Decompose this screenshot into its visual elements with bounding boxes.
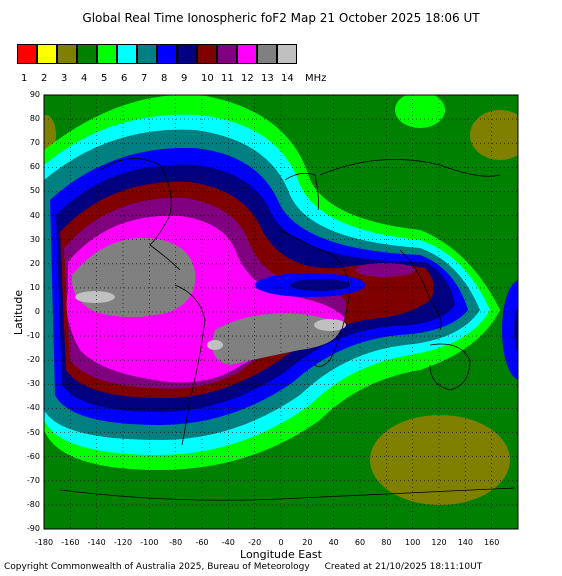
legend-label: 11	[221, 73, 234, 84]
legend-swatch	[197, 44, 217, 64]
legend-swatch	[257, 44, 277, 64]
x-tick-label: 20	[302, 538, 313, 547]
x-tick-label: 160	[484, 538, 500, 547]
x-tick-label: -120	[113, 538, 133, 547]
created-text: Created at 21/10/2025 18:11:10UT	[324, 562, 483, 572]
y-tick-label: -90	[26, 524, 40, 533]
legend-swatch	[177, 44, 197, 64]
y-tick-label: 70	[29, 138, 40, 148]
legend-label: 4	[81, 73, 88, 84]
x-tick-label: -80	[169, 538, 183, 547]
legend-label: 12	[241, 73, 254, 84]
legend-label: 1	[21, 73, 28, 84]
legend-swatch	[217, 44, 237, 64]
coastlines	[59, 158, 516, 501]
legend-swatch	[97, 44, 117, 64]
x-axis-label: Longitude East	[240, 548, 322, 561]
y-tick-label: 40	[29, 210, 40, 220]
lat-lon-grid	[44, 95, 518, 529]
legend-label: 9	[181, 73, 188, 84]
footer: Copyright Commonwealth of Australia 2025…	[4, 562, 482, 572]
x-tick-label: 0	[278, 538, 284, 547]
y-tick-label: 20	[29, 258, 40, 268]
legend-swatch	[117, 44, 137, 64]
legend-unit: MHz	[305, 73, 327, 84]
x-tick-label: 120	[431, 538, 447, 547]
x-tick-label: -20	[248, 538, 262, 547]
x-tick-label: 60	[354, 538, 366, 547]
legend-label: 2	[41, 73, 48, 84]
legend-swatch	[77, 44, 97, 64]
map-title: Global Real Time Ionospheric foF2 Map 21…	[82, 11, 480, 25]
x-tick-label: -60	[195, 538, 209, 547]
y-tick-label: 10	[29, 282, 40, 292]
y-tick-label: 60	[29, 162, 40, 172]
legend-label: 6	[121, 73, 128, 84]
foF2-contour-field	[44, 95, 518, 529]
legend-swatch	[277, 44, 297, 64]
y-tick-label: -50	[26, 427, 40, 437]
y-tick-label: 90	[29, 90, 40, 99]
x-tick-label: -180	[34, 538, 54, 547]
y-tick-label: -80	[26, 499, 40, 509]
y-tick-label: -60	[26, 451, 40, 461]
x-tick-label: 80	[381, 538, 392, 547]
legend-swatch	[17, 44, 37, 64]
y-tick-label: 50	[29, 186, 40, 196]
legend-label: 7	[141, 73, 148, 84]
x-tick-label: 140	[457, 538, 473, 547]
legend-swatch	[157, 44, 177, 64]
x-tick-label: -40	[221, 538, 235, 547]
x-tick-label: -100	[140, 538, 159, 547]
y-tick-label: -70	[26, 475, 40, 485]
x-tick-label: 40	[328, 538, 339, 547]
legend-label: 14	[281, 73, 294, 84]
plot-frame	[43, 94, 519, 530]
legend-swatch	[37, 44, 57, 64]
x-tick-label: -160	[61, 538, 80, 547]
x-tick-label: -140	[87, 538, 106, 547]
y-tick-label: -20	[26, 355, 40, 365]
y-tick-label: -40	[26, 403, 40, 413]
legend-label: 3	[61, 73, 68, 84]
legend-label: 10	[201, 73, 214, 84]
legend-label: 5	[101, 73, 108, 84]
legend-label: 13	[261, 73, 274, 84]
y-tick-label: -10	[26, 331, 40, 341]
copyright-text: Copyright Commonwealth of Australia 2025…	[4, 562, 310, 572]
y-tick-label: -30	[26, 379, 40, 389]
legend-swatch	[137, 44, 157, 64]
legend-label: 8	[161, 73, 168, 84]
y-tick-label: 80	[29, 114, 40, 124]
y-tick-label: 30	[29, 234, 40, 244]
x-tick-label: 100	[405, 538, 421, 547]
legend-swatch	[237, 44, 257, 64]
y-tick-label: 0	[34, 307, 40, 316]
legend-swatch	[57, 44, 77, 64]
